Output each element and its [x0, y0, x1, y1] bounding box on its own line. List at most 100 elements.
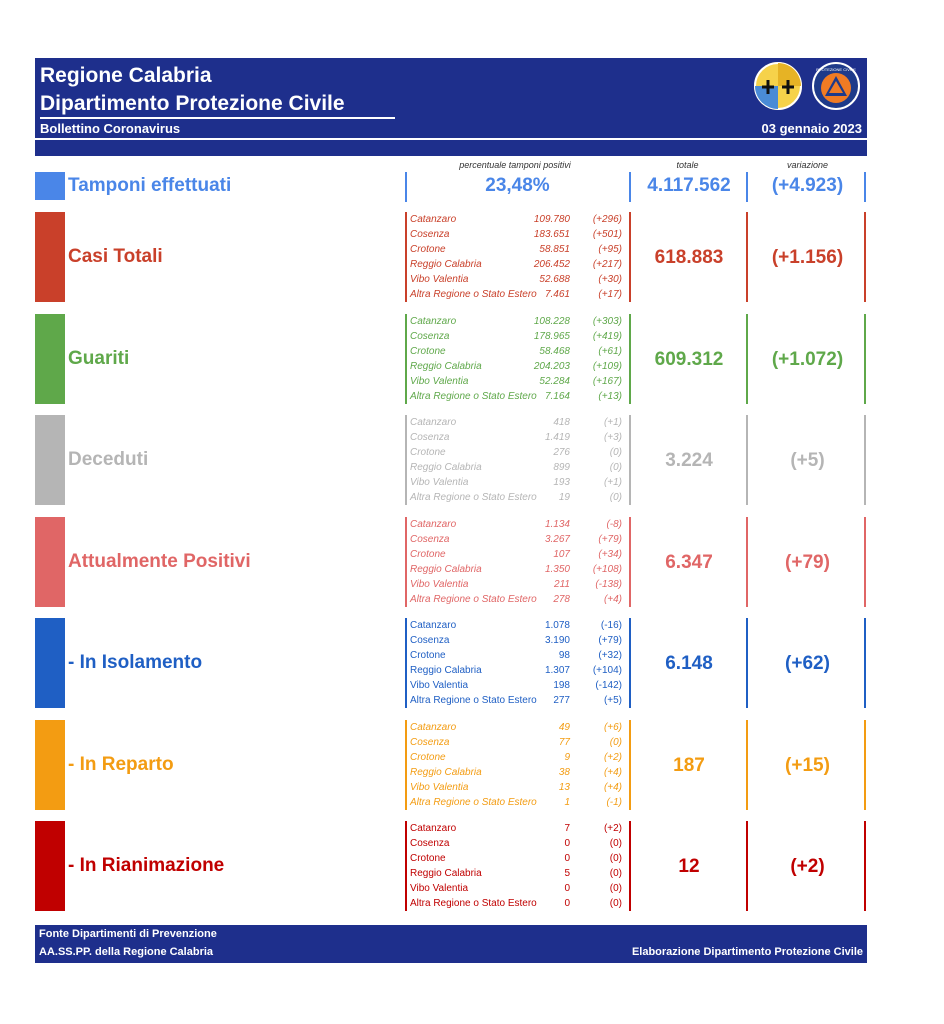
col-percent-heading: percentuale tamponi positivi — [459, 160, 571, 170]
province-value: 277 — [553, 695, 570, 706]
section-swatch — [35, 618, 65, 708]
province-delta: (+3) — [603, 432, 622, 443]
province-name: Cosenza — [410, 534, 450, 545]
province-list: Catanzaro 7 (+2) Cosenza 0 (0) Crotone 0 (0) Regg… — [410, 821, 630, 911]
tamponi-row: Tamponi effettuati 23,48% 4.117.562 (+4.… — [35, 172, 867, 202]
section-total: 187 — [673, 755, 705, 776]
province-name: Reggio Calabria — [410, 564, 482, 575]
province-value: 58.851 — [539, 244, 570, 255]
province-name: Reggio Calabria — [410, 361, 482, 372]
province-delta: (-138) — [595, 579, 622, 590]
section-bar-left — [405, 517, 407, 607]
section-change: (+1.156) — [771, 247, 844, 268]
section-bar-right — [746, 720, 748, 810]
province-name: Vibo Valentia — [410, 274, 469, 285]
section-change: (+79) — [785, 552, 830, 573]
province-name: Crotone — [410, 447, 446, 458]
province-value: 3.267 — [544, 534, 570, 545]
province-value: 7.164 — [544, 391, 570, 402]
province-value: 108.228 — [533, 316, 570, 327]
province-name: Crotone — [410, 853, 446, 864]
section-bar-right — [746, 618, 748, 708]
province-delta: (+4) — [603, 767, 622, 778]
province-value: 418 — [553, 417, 570, 428]
section-label: Casi Totali — [68, 246, 163, 267]
section-total: 618.883 — [654, 247, 724, 268]
province-name: Cosenza — [410, 432, 450, 443]
section-row: Casi Totali Catanzaro 109.780 (+296) Cosenza… — [35, 212, 867, 302]
province-delta: (-8) — [606, 519, 622, 530]
province-delta: (-16) — [600, 620, 622, 631]
section-bar-end — [864, 517, 866, 607]
section-swatch — [35, 821, 65, 911]
province-name: Altra Regione o Stato Estero — [410, 391, 537, 402]
province-value: 52.284 — [539, 376, 570, 387]
footer-banner: Fonte Dipartimenti di Prevenzione AA.SS.… — [35, 925, 867, 963]
section-row: - In Isolamento Catanzaro 1.078 (-16) Cosenz… — [35, 618, 867, 708]
province-value: 1 — [564, 797, 570, 808]
section-change: (+5) — [790, 450, 825, 471]
province-value: 1.350 — [544, 564, 570, 575]
province-value: 198 — [553, 680, 570, 691]
section-row: - In Rianimazione Catanzaro 7 (+2) Cosenza 0 (… — [35, 821, 867, 911]
province-name: Reggio Calabria — [410, 767, 482, 778]
province-name: Crotone — [410, 549, 446, 560]
province-name: Catanzaro — [410, 620, 457, 631]
province-value: 58.468 — [539, 346, 570, 357]
province-value: 1.078 — [544, 620, 570, 631]
province-value: 77 — [558, 737, 570, 748]
section-bar-mid — [629, 415, 631, 505]
section-bar-right — [746, 314, 748, 404]
header-divider — [35, 138, 867, 140]
province-value: 899 — [553, 462, 570, 473]
province-value: 206.452 — [533, 259, 570, 270]
bulletin-date: 03 gennaio 2023 — [761, 121, 862, 136]
section-bar-mid — [629, 517, 631, 607]
section-bar-end — [864, 415, 866, 505]
section-bar-right — [746, 821, 748, 911]
section-row: Attualmente Positivi Catanzaro 1.134 (-8) Co… — [35, 517, 867, 607]
section-label: Attualmente Positivi — [68, 551, 251, 572]
province-value: 278 — [553, 594, 570, 605]
province-name: Catanzaro — [410, 417, 457, 428]
section-bar-end — [864, 720, 866, 810]
tamponi-total: 4.117.562 — [647, 175, 731, 196]
section-bar-left — [405, 314, 407, 404]
province-delta: (+4) — [603, 594, 622, 605]
province-name: Altra Regione o Stato Estero — [410, 797, 537, 808]
section-change: (+1.072) — [771, 349, 844, 370]
province-value: 49 — [558, 722, 570, 733]
province-delta: (+303) — [592, 316, 622, 327]
province-name: Vibo Valentia — [410, 680, 469, 691]
regione-calabria-crest-icon — [754, 62, 802, 110]
province-name: Crotone — [410, 346, 446, 357]
province-delta: (+4) — [603, 782, 622, 793]
section-bar-mid — [629, 821, 631, 911]
province-value: 7.461 — [544, 289, 570, 300]
province-list: Catanzaro 108.228 (+303) Cosenza 178.965 (+41… — [410, 314, 630, 404]
province-delta: (+108) — [592, 564, 622, 575]
section-row: Guariti Catanzaro 108.228 (+303) Cosenza 178.… — [35, 314, 867, 404]
province-value: 0 — [564, 883, 570, 894]
province-delta: (0) — [609, 838, 622, 849]
tamponi-swatch — [35, 172, 65, 200]
province-name: Vibo Valentia — [410, 376, 469, 387]
province-list: Catanzaro 109.780 (+296) Cosenza 183.651 (+50… — [410, 212, 630, 302]
province-delta: (-142) — [595, 680, 622, 691]
footer-source: Fonte Dipartimenti di Prevenzione — [39, 928, 217, 940]
section-swatch — [35, 517, 65, 607]
col-change-heading: variazione — [786, 160, 829, 170]
section-label: - In Rianimazione — [68, 855, 225, 876]
province-list: Catanzaro 49 (+6) Cosenza 77 (0) Crotone 9 (+2) R… — [410, 720, 630, 810]
province-list: Catanzaro 418 (+1) Cosenza 1.419 (+3) Crotone 2… — [410, 415, 630, 505]
tamponi-bar-mid — [629, 172, 631, 202]
province-delta: (+13) — [598, 391, 622, 402]
province-delta: (0) — [609, 462, 622, 473]
province-delta: (+2) — [603, 752, 622, 763]
province-name: Reggio Calabria — [410, 665, 482, 676]
section-bar-left — [405, 415, 407, 505]
footer-asp: AA.SS.PP. della Regione Calabria — [39, 946, 214, 958]
section-total: 6.347 — [665, 552, 713, 573]
section-bar-right — [746, 517, 748, 607]
province-delta: (+109) — [592, 361, 622, 372]
